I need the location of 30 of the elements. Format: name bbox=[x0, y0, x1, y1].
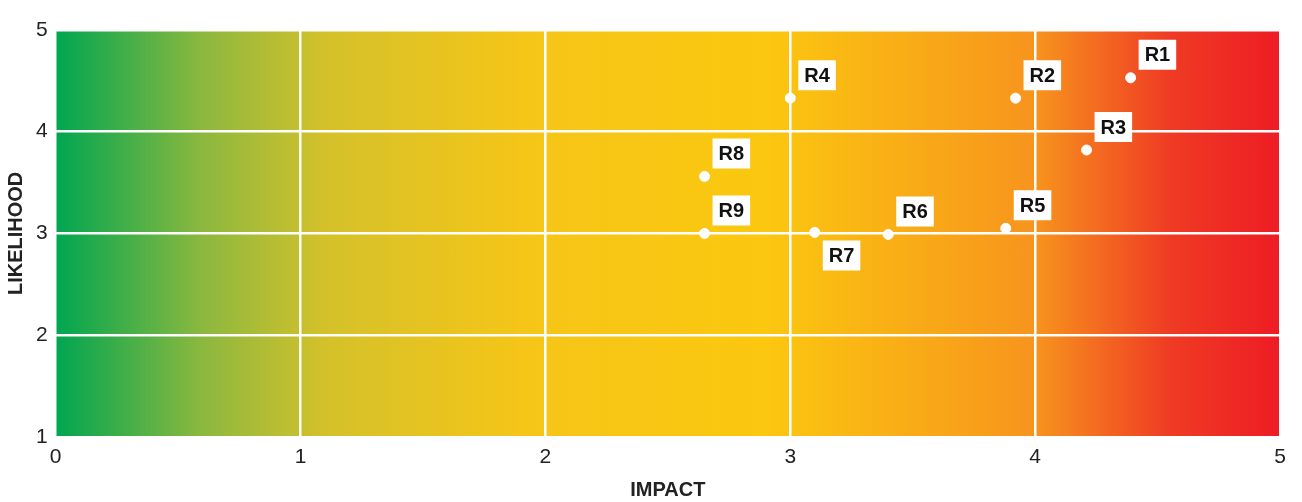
x-tick-label: 4 bbox=[1029, 444, 1042, 468]
x-tick-label: 2 bbox=[539, 444, 552, 468]
point bbox=[699, 227, 711, 239]
series-label: R3 bbox=[1100, 115, 1127, 138]
point bbox=[1010, 92, 1022, 104]
y-tick-label: 3 bbox=[35, 220, 48, 244]
point bbox=[784, 92, 796, 104]
series-label: R9 bbox=[718, 198, 745, 221]
y-tick-label: 1 bbox=[35, 423, 48, 447]
point bbox=[1125, 72, 1137, 84]
point bbox=[809, 226, 821, 238]
series-label: R2 bbox=[1029, 63, 1056, 86]
point bbox=[699, 170, 711, 182]
x-tick-label: 0 bbox=[49, 444, 62, 468]
y-tick-label: 5 bbox=[35, 16, 48, 40]
x-tick-label: 1 bbox=[294, 444, 307, 468]
point bbox=[1081, 144, 1093, 156]
x-tick-label: 3 bbox=[784, 444, 797, 468]
y-tick-label: 2 bbox=[35, 321, 48, 345]
series-label: R7 bbox=[828, 243, 855, 266]
point bbox=[882, 228, 894, 240]
series-label: R1 bbox=[1144, 43, 1171, 66]
series-label: R6 bbox=[902, 199, 928, 222]
y-tick-label: 4 bbox=[35, 118, 48, 142]
series-label: R4 bbox=[804, 63, 831, 86]
x-axis-title: IMPACT bbox=[630, 477, 706, 500]
x-tick-label: 5 bbox=[1274, 444, 1286, 468]
y-axis-title: LIKELIHOOD bbox=[3, 171, 26, 296]
series-label: R8 bbox=[718, 141, 745, 164]
series-label: R5 bbox=[1019, 193, 1046, 216]
